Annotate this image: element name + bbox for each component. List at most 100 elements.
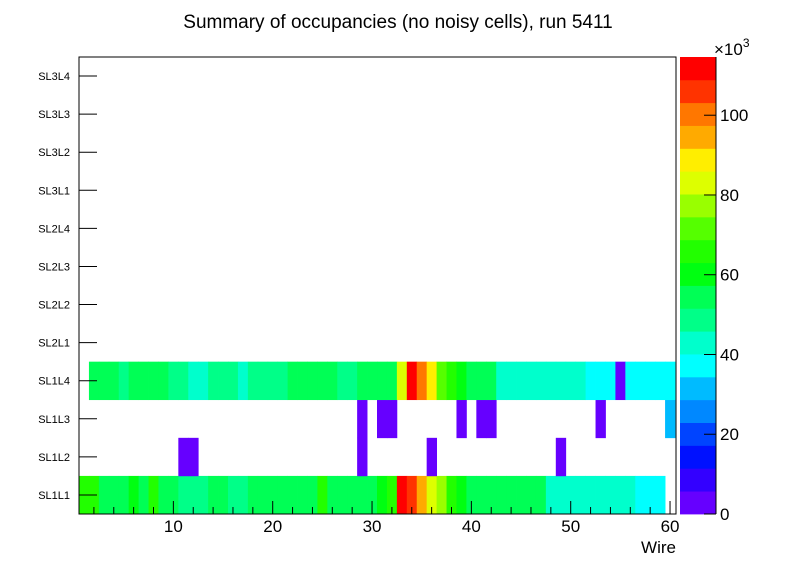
heatmap-cell: [585, 361, 596, 401]
heatmap-cell: [257, 361, 269, 401]
heatmap-cell: [317, 361, 328, 401]
heatmap-cell: [436, 475, 447, 515]
heatmap-cell: [535, 475, 547, 515]
y-tick-label: SL3L2: [38, 147, 70, 159]
heatmap-cell: [138, 475, 149, 515]
heatmap-cell: [605, 475, 616, 515]
heatmap-cell: [575, 361, 587, 401]
heatmap-cell: [406, 361, 418, 401]
heatmap-cell: [357, 475, 368, 515]
color-scale-band: [680, 376, 716, 401]
heatmap-cell: [357, 399, 368, 439]
heatmap-cell: [128, 475, 140, 515]
color-scale-bar: 0 20 40 60 80 100: [680, 57, 748, 524]
heatmap-cell: [476, 399, 487, 439]
heatmap-cell: [506, 361, 517, 401]
heatmap-cell: [426, 475, 438, 515]
y-axis: SL1L1 SL1L2 SL1L3 SL1L4 SL2L1 SL2L2 SL2L3 SL2L4…: [38, 71, 97, 502]
y-tick-label: SL2L2: [38, 300, 70, 312]
heatmap-cell: [188, 361, 199, 401]
color-scale-band: [680, 148, 716, 172]
heatmap-cell: [108, 361, 120, 401]
heatmap-cell: [148, 475, 159, 515]
heatmap-cell: [416, 361, 428, 401]
heatmap-cell: [456, 361, 467, 401]
heatmap-cell: [108, 475, 120, 515]
heatmap-cell: [198, 475, 209, 515]
color-scale-band: [680, 308, 716, 332]
y-tick-label: SL2L3: [38, 261, 70, 273]
x-tick-label: 10: [164, 517, 183, 536]
heatmap-cell: [426, 361, 438, 401]
heatmap-cell: [555, 475, 567, 515]
y-tick-label: SL1L3: [38, 414, 70, 426]
heatmap-cell: [237, 361, 249, 401]
multiplier-exponent: 3: [743, 36, 750, 50]
color-scale-band: [680, 422, 716, 446]
heatmap-cell: [645, 361, 656, 401]
heatmap-cell: [188, 437, 199, 477]
heatmap-cell: [297, 361, 308, 401]
heatmap-cell: [486, 475, 497, 515]
heatmap-cell: [277, 475, 289, 515]
heatmap-cell: [357, 437, 368, 477]
color-scale-tick-label: 20: [720, 425, 739, 444]
heatmap-cell: [446, 475, 457, 515]
heatmap-cell: [545, 475, 557, 515]
heatmap-cell: [228, 361, 239, 401]
color-scale-tick-label: 100: [720, 106, 748, 125]
y-tick-label: SL3L3: [38, 109, 70, 121]
heatmap-cell: [476, 475, 487, 515]
heatmap-cell: [257, 475, 269, 515]
heatmap-cell: [158, 475, 169, 515]
heatmap-cell: [416, 475, 428, 515]
heatmap-cell: [625, 475, 636, 515]
heatmap-cell: [615, 361, 626, 401]
color-scale-band: [680, 194, 716, 218]
heatmap-cell: [496, 475, 507, 515]
heatmap-cell: [98, 361, 110, 401]
heatmap-cell: [436, 361, 447, 401]
x-axis-label: Wire: [641, 538, 676, 557]
color-scale-band: [680, 216, 716, 241]
color-scale-tick-label: 0: [720, 505, 729, 524]
color-scale-multiplier: ×103: [714, 36, 750, 59]
color-scale-band: [680, 468, 716, 492]
color-scale-tick-label: 40: [720, 345, 739, 364]
color-scale-band: [680, 102, 716, 126]
heatmap-cell: [377, 399, 388, 439]
heatmap-cell: [377, 361, 388, 401]
heatmap-cell: [575, 475, 587, 515]
heatmap-cell: [377, 475, 388, 515]
heatmap-cell: [317, 475, 328, 515]
heatmap-cell: [138, 361, 149, 401]
heatmap-cell: [426, 437, 438, 477]
heatmap-cell: [128, 361, 140, 401]
plot-frame: [78, 56, 677, 515]
heatmap-cell: [635, 361, 646, 401]
heatmap-cell: [178, 475, 189, 515]
heatmap-cell: [327, 475, 338, 515]
color-scale-band: [680, 445, 716, 469]
color-scale-band: [680, 491, 716, 515]
heatmap-cell: [396, 475, 408, 515]
y-tick-label: SL3L4: [38, 71, 70, 83]
heatmap-cell: [297, 475, 308, 515]
heatmap-cell: [545, 361, 557, 401]
heatmap-cell: [347, 361, 358, 401]
heatmap-cell: [506, 475, 517, 515]
heatmap-cell: [555, 361, 567, 401]
x-axis: 10 20 30 40 50 60: [93, 501, 680, 536]
heatmap-cell: [516, 475, 527, 515]
color-scale-band: [680, 239, 716, 264]
heatmap-cell: [267, 361, 279, 401]
heatmap-cell: [555, 437, 567, 477]
heatmap-cells: [79, 361, 676, 515]
heatmap-cell: [267, 475, 279, 515]
heatmap-cell: [168, 475, 179, 515]
heatmap-cell: [486, 399, 497, 439]
color-scale-band: [680, 331, 716, 355]
heatmap-cell: [535, 361, 547, 401]
heatmap-cell: [287, 361, 298, 401]
y-tick-label: SL1L4: [38, 376, 70, 388]
